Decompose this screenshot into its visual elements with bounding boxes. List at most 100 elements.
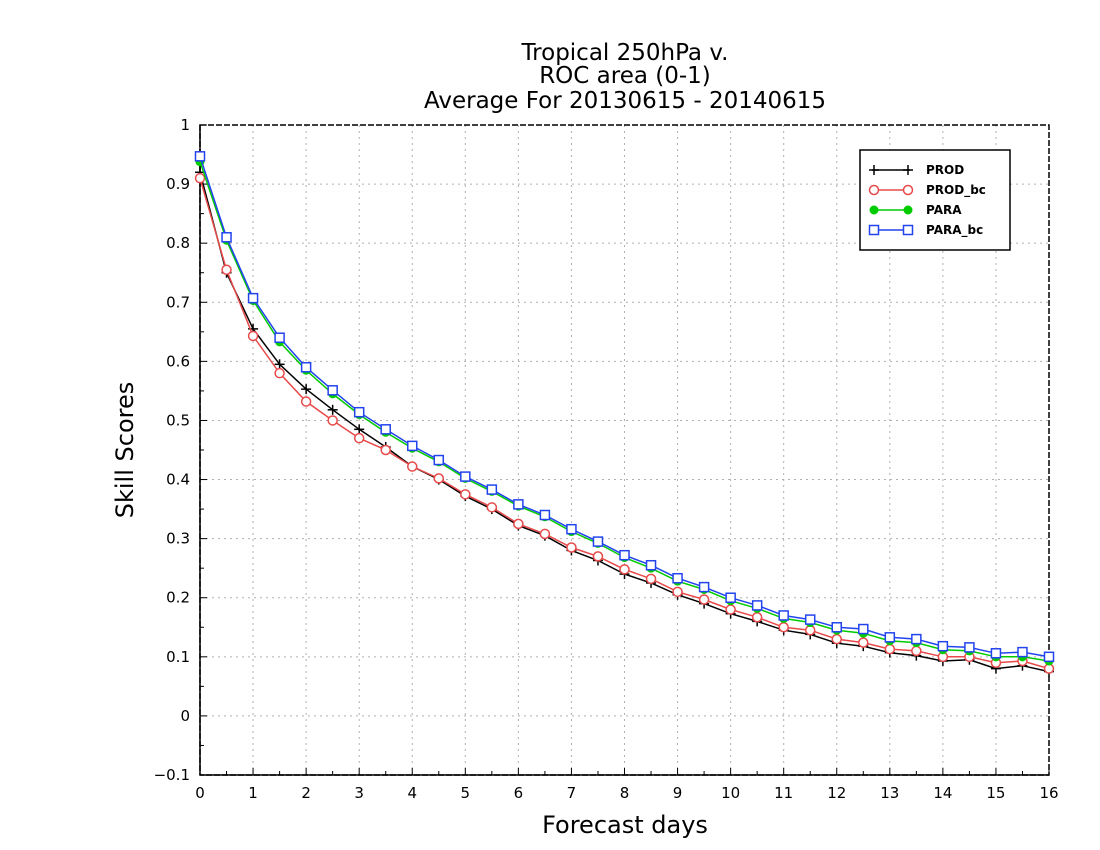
data-point-prod: [354, 424, 365, 435]
legend-label: PROD: [926, 163, 964, 177]
x-tick-label: 10: [721, 784, 740, 802]
data-point-para-bc: [592, 536, 604, 547]
legend-marker: [869, 205, 879, 215]
data-point-prod: [274, 359, 285, 370]
data-series: [194, 151, 1055, 677]
y-tick-label: 0.1: [166, 648, 190, 666]
legend-item-prod-bc: PROD_bc: [868, 183, 986, 198]
data-point-prod-bc: [831, 633, 842, 645]
x-tick-label: 2: [301, 784, 311, 802]
legend-marker: [868, 224, 880, 236]
data-point-prod-bc: [778, 622, 789, 633]
data-point-para-bc: [460, 471, 471, 482]
data-point-para-bc: [486, 484, 498, 495]
data-point-para-bc: [1017, 646, 1028, 658]
data-point-para-bc: [247, 292, 259, 304]
data-point-para-bc: [539, 509, 551, 521]
data-point-prod-bc: [486, 502, 498, 513]
y-tick-label: 0.6: [166, 352, 190, 370]
data-point-prod-bc: [353, 432, 365, 444]
y-tick-label: 0.8: [166, 234, 190, 252]
legend-marker: [902, 224, 914, 236]
data-point-prod-bc: [327, 415, 338, 426]
x-tick-label: 9: [673, 784, 683, 802]
data-point-prod-bc: [858, 637, 869, 648]
data-point-para-bc: [274, 332, 285, 343]
data-point-prod-bc: [221, 264, 232, 276]
chart-title: Tropical 250hPa v. ROC area (0-1) Averag…: [424, 40, 826, 114]
x-tick-label: 7: [567, 784, 577, 802]
data-point-prod-bc: [566, 542, 577, 553]
legend-marker: [902, 184, 914, 196]
x-axis-label: Forecast days: [542, 811, 708, 839]
y-tick-label: 0.3: [166, 530, 190, 548]
legend-item-prod: PROD: [869, 163, 964, 177]
data-point-para-bc: [911, 633, 922, 645]
data-point-prod-bc: [645, 573, 657, 585]
data-point-para-bc: [619, 549, 630, 561]
x-tick-label: 0: [195, 784, 205, 802]
data-point-para-bc: [300, 362, 312, 373]
data-point-prod-bc: [300, 396, 312, 407]
data-point-prod-bc: [884, 643, 896, 655]
data-point-prod-bc: [1043, 663, 1055, 674]
data-point-prod-bc: [672, 586, 683, 598]
y-tick-labels: −0.1 0 0.1 0.2 0.3 0.4 0.5 0.6 0.7 0.8 0.9 1: [154, 116, 190, 784]
data-point-prod-bc: [619, 564, 630, 575]
grid-lines: [200, 125, 1049, 775]
data-point-prod: [327, 404, 338, 415]
data-point-prod-bc: [804, 624, 816, 636]
legend-marker: [868, 184, 880, 196]
data-point-prod-bc: [911, 645, 922, 657]
data-point-para-bc: [937, 640, 949, 652]
data-point-para-bc: [804, 614, 816, 625]
legend-box: [859, 149, 1011, 251]
y-axis-label: Skill Scores: [111, 382, 139, 519]
legend-label: PARA: [926, 203, 962, 217]
x-tick-label: 8: [620, 784, 630, 802]
y-tick-label: −0.1: [154, 766, 190, 784]
data-point-para-bc: [751, 600, 763, 611]
data-point-para-bc: [831, 622, 842, 633]
data-point-para-bc: [725, 592, 736, 603]
data-point-para-bc: [778, 610, 789, 621]
legend-marker: [903, 205, 913, 215]
data-point-prod-bc: [725, 604, 736, 615]
data-point-prod-bc: [539, 528, 551, 540]
data-point-para-bc: [672, 572, 683, 584]
legend-item-para-bc: PARA_bc: [868, 223, 983, 238]
data-point-prod-bc: [407, 461, 418, 472]
data-point-para-bc: [407, 440, 418, 452]
chart-title-line-1: Tropical 250hPa v.: [521, 40, 729, 66]
chart-title-line-2: ROC area (0-1): [539, 63, 711, 89]
data-point-prod-bc: [247, 330, 259, 342]
data-point-para-bc: [990, 648, 1002, 659]
y-tick-label: 0: [180, 707, 190, 725]
x-tick-label: 11: [774, 784, 793, 802]
data-point-para-bc: [566, 523, 577, 535]
data-point-prod-bc: [380, 444, 391, 456]
y-tick-label: 0.2: [166, 589, 190, 607]
data-point-para-bc: [964, 642, 975, 653]
data-point-para-bc: [513, 499, 524, 510]
legend-marker: [869, 165, 879, 175]
legend-item-para: PARA: [869, 203, 962, 217]
data-point-para-bc: [327, 385, 338, 396]
x-tick-label: 13: [880, 784, 899, 802]
data-point-para-bc: [221, 232, 232, 243]
y-tick-label: 0.4: [166, 471, 190, 489]
chart-title-line-3: Average For 20130615 - 20140615: [424, 88, 826, 114]
legend-label: PARA_bc: [926, 223, 983, 238]
data-point-para-bc: [353, 406, 365, 418]
y-tick-label: 1: [180, 116, 190, 134]
data-point-para-bc: [194, 151, 206, 162]
data-point-para-bc: [698, 581, 710, 593]
x-tick-label: 5: [461, 784, 471, 802]
data-point-prod-bc: [460, 489, 471, 500]
data-point-para-bc: [380, 424, 391, 435]
legend-label: PROD_bc: [926, 183, 986, 198]
x-tick-labels: 0 1 2 3 4 5 6 7 8 9 10 11 12 13 14 15 16: [195, 784, 1058, 802]
x-tick-label: 4: [407, 784, 417, 802]
data-point-prod-bc: [592, 551, 604, 562]
x-tick-label: 12: [827, 784, 846, 802]
